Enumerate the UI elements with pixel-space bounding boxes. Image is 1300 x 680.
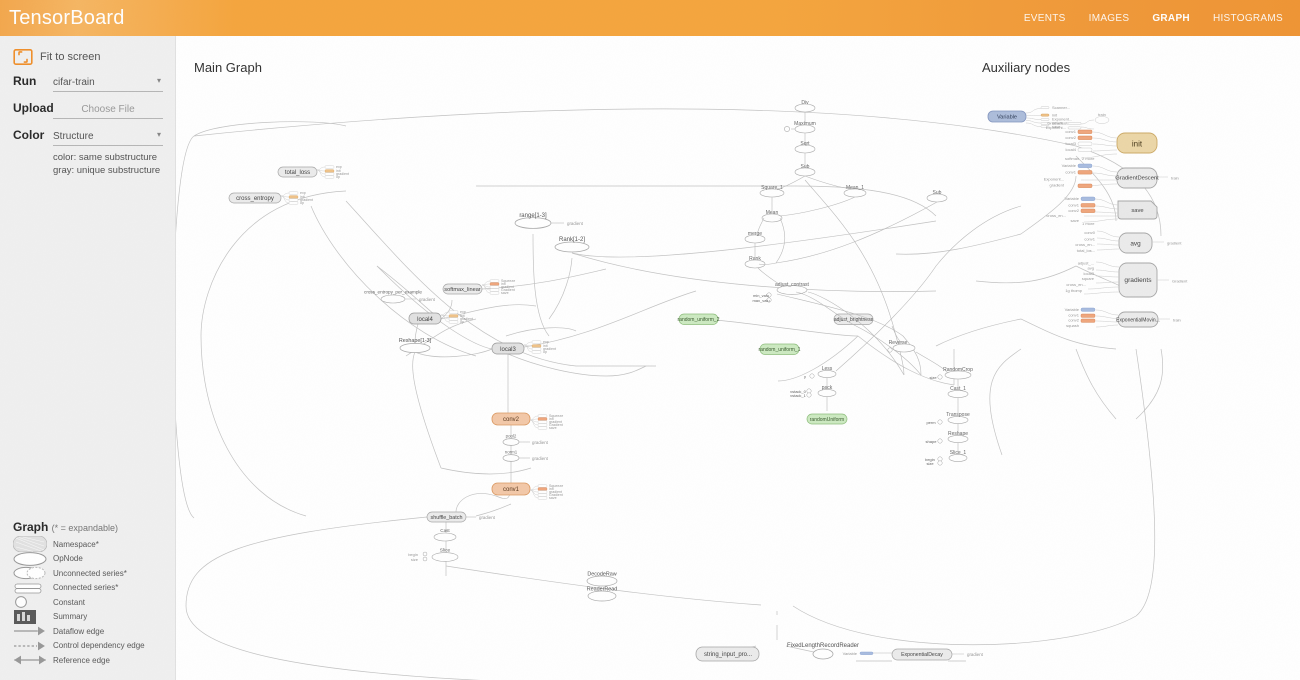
svg-text:local4: local4 xyxy=(1066,147,1077,152)
svg-text:cross_entropy_per_example: cross_entropy_per_example xyxy=(364,290,422,295)
svg-text:save: save xyxy=(1131,208,1143,214)
svg-text:Variable: Variable xyxy=(997,115,1017,121)
svg-text:ReaderRead: ReaderRead xyxy=(587,587,618,593)
svg-text:conv2: conv2 xyxy=(1065,135,1076,140)
svg-text:ExponentialDecay: ExponentialDecay xyxy=(901,652,943,658)
svg-text:square: square xyxy=(1082,276,1095,281)
svg-text:squash: squash xyxy=(1066,323,1079,328)
svg-text:shuffle_batch: shuffle_batch xyxy=(431,515,463,521)
svg-text:size: size xyxy=(411,557,419,562)
svg-text:local4: local4 xyxy=(417,317,433,323)
svg-text:conv1: conv1 xyxy=(1065,129,1076,134)
svg-text:Less: Less xyxy=(822,366,833,372)
svg-text:Reverse: Reverse xyxy=(889,340,908,346)
svg-text:random_uniform_1: random_uniform_1 xyxy=(759,347,801,353)
svg-text:gradient: gradient xyxy=(479,515,496,520)
svg-text:conv2: conv2 xyxy=(1068,318,1079,323)
svg-text:gradient: gradient xyxy=(567,221,584,226)
svg-text:Reshape[1-3]: Reshape[1-3] xyxy=(399,338,432,344)
svg-text:conv1: conv1 xyxy=(1084,236,1095,241)
svg-text:init: init xyxy=(1132,140,1143,149)
svg-text:ExponentialMovin...: ExponentialMovin... xyxy=(1116,318,1160,324)
svg-text:local3: local3 xyxy=(500,347,516,353)
svg-text:cross_en...: cross_en... xyxy=(1075,242,1095,247)
svg-text:avg: avg xyxy=(1088,266,1094,271)
svg-text:norm1: norm1 xyxy=(505,450,518,455)
svg-text:string_input_pro...: string_input_pro... xyxy=(704,652,752,658)
svg-text:Rank[1-2]: Rank[1-2] xyxy=(559,237,585,243)
svg-text:perm: perm xyxy=(926,420,936,425)
svg-text:local3: local3 xyxy=(1066,141,1077,146)
svg-text:GradientDescent: GradientDescent xyxy=(1115,176,1159,182)
svg-text:merge: merge xyxy=(748,231,762,237)
svg-text:conv1: conv1 xyxy=(503,487,520,493)
svg-text:2 more: 2 more xyxy=(1082,156,1095,161)
svg-text:train: train xyxy=(1098,112,1106,117)
svg-text:save: save xyxy=(1071,218,1080,223)
svg-text:cross_en...: cross_en... xyxy=(1066,282,1086,287)
svg-text:y: y xyxy=(804,374,806,379)
svg-text:conv0: conv0 xyxy=(1084,230,1095,235)
svg-text:1 more: 1 more xyxy=(1082,221,1095,226)
svg-text:Sqrt: Sqrt xyxy=(800,141,810,147)
svg-text:Sub: Sub xyxy=(933,190,942,196)
svg-text:gradients: gradients xyxy=(1124,277,1152,284)
svg-text:max_valu: max_valu xyxy=(752,298,769,303)
svg-text:Variable: Variable xyxy=(1065,307,1080,312)
svg-text:FixedLengthRecordReader: FixedLengthRecordReader xyxy=(787,643,859,649)
svg-text:random_uniform_2: random_uniform_2 xyxy=(678,317,720,323)
svg-text:Scanner...: Scanner... xyxy=(1052,105,1070,110)
svg-text:avg: avg xyxy=(1130,241,1141,248)
svg-text:train: train xyxy=(1173,317,1181,322)
svg-text:DecodeRaw: DecodeRaw xyxy=(587,572,616,578)
svg-text:shape: shape xyxy=(926,439,938,444)
svg-text:Div: Div xyxy=(801,100,809,106)
svg-text:Exponent...: Exponent... xyxy=(1044,176,1064,181)
svg-text:cross_entropy: cross_entropy xyxy=(236,196,274,202)
svg-text:train: train xyxy=(1171,175,1179,180)
svg-text:Variable: Variable xyxy=(1065,196,1080,201)
svg-text:1g thomp: 1g thomp xyxy=(1065,288,1082,293)
svg-text:softmax: softmax xyxy=(1065,156,1079,161)
svg-text:Exponent...: Exponent... xyxy=(1046,125,1066,130)
svg-text:gradient: gradient xyxy=(1050,182,1065,187)
svg-text:conv1: conv1 xyxy=(1065,169,1076,174)
svg-text:size: size xyxy=(929,375,937,380)
svg-text:softmax_linear: softmax_linear xyxy=(444,287,481,293)
svg-text:randomUniform: randomUniform xyxy=(810,417,844,423)
svg-text:conv2: conv2 xyxy=(503,417,520,423)
svg-text:Variable: Variable xyxy=(843,651,858,656)
svg-text:gradient: gradient xyxy=(419,297,436,302)
svg-text:conv1: conv1 xyxy=(1068,202,1079,207)
svg-text:gradient: gradient xyxy=(532,440,549,445)
svg-text:Gradient: Gradient xyxy=(1172,278,1188,283)
svg-text:conv2: conv2 xyxy=(1068,208,1079,213)
svg-text:gradient: gradient xyxy=(1167,240,1182,245)
svg-text:RandomCrop: RandomCrop xyxy=(943,367,973,373)
svg-text:total_loss: total_loss xyxy=(285,170,310,176)
svg-text:range[1-3]: range[1-3] xyxy=(519,213,547,219)
svg-text:Slice: Slice xyxy=(440,548,451,554)
svg-text:vstack_1: vstack_1 xyxy=(790,393,807,398)
svg-text:pool2: pool2 xyxy=(506,434,517,439)
svg-text:size: size xyxy=(926,461,934,466)
svg-text:gradient: gradient xyxy=(967,652,984,657)
svg-text:total_los...: total_los... xyxy=(1077,248,1095,253)
svg-text:cross_en...: cross_en... xyxy=(1046,213,1066,218)
svg-text:Mean_1: Mean_1 xyxy=(846,185,864,191)
svg-text:Variable: Variable xyxy=(1062,163,1077,168)
svg-text:Cast: Cast xyxy=(440,528,450,533)
svg-text:gradient: gradient xyxy=(532,456,549,461)
